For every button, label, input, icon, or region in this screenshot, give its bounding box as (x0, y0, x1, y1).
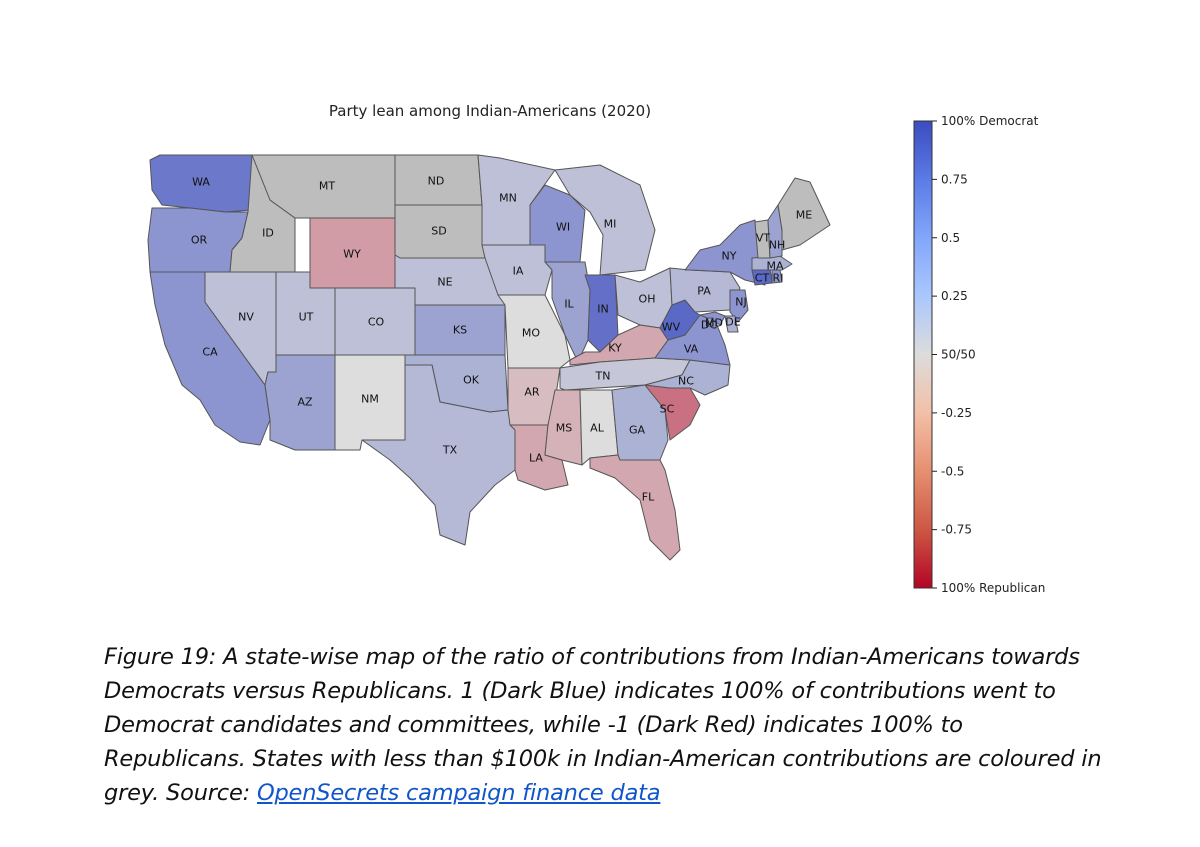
state-label-MN: MN (499, 192, 517, 205)
state-label-ME: ME (796, 209, 812, 222)
state-label-WY: WY (343, 248, 361, 261)
colorbar-tick-label: -0.75 (941, 523, 972, 537)
state-label-IL: IL (564, 298, 574, 311)
colorbar-tick-label: -0.5 (941, 464, 964, 478)
state-label-MO: MO (522, 327, 540, 340)
state-label-MS: MS (556, 422, 572, 435)
state-label-DE: DE (725, 316, 740, 329)
state-label-DC: DC (701, 319, 717, 332)
state-label-NM: NM (361, 393, 379, 406)
state-label-AR: AR (524, 386, 540, 399)
state-label-KS: KS (453, 324, 467, 337)
state-label-CO: CO (368, 316, 385, 329)
state-MO (497, 294, 571, 369)
state-label-ND: ND (428, 175, 445, 188)
state-label-CT: CT (755, 272, 770, 285)
state-label-NJ: NJ (735, 296, 746, 309)
state-label-SC: SC (660, 403, 675, 416)
colorbar-tick-label: 0.25 (941, 289, 968, 303)
state-DE (724, 315, 739, 333)
source-link[interactable]: OpenSecrets campaign finance data (256, 780, 661, 806)
state-label-FL: FL (642, 491, 655, 504)
state-label-NV: NV (238, 311, 254, 324)
us-state-map (147, 154, 831, 561)
state-label-NC: NC (678, 375, 694, 388)
state-label-KY: KY (608, 342, 622, 355)
colorbar-ticks: 100% Democrat 0.75 0.5 0.25 50/50 -0.25 -0.5 -0… (932, 114, 1045, 595)
state-label-IN: IN (597, 303, 608, 316)
figure-caption: Figure 19: A state-wise map of the ratio… (104, 640, 1104, 810)
colorbar-tick-label: -0.25 (941, 406, 972, 420)
state-label-IA: IA (513, 265, 524, 278)
state-label-MD: MD (705, 317, 723, 330)
state-NC (644, 359, 731, 396)
state-labels: WA OR CA ID MT WY NV UT CO AZ NM ND SD N… (191, 175, 812, 504)
state-label-NH: NH (769, 239, 786, 252)
colorbar-tick-label: 0.5 (941, 231, 960, 245)
state-label-MI: MI (604, 218, 617, 231)
state-label-OK: OK (463, 374, 480, 387)
state-TX (361, 364, 516, 546)
map-title: Party lean among Indian-Americans (2020) (329, 102, 651, 120)
state-label-SD: SD (431, 225, 446, 238)
choropleth-figure: Party lean among Indian-Americans (2020) (147, 102, 1045, 595)
state-label-OH: OH (639, 293, 656, 306)
colorbar-tick-label: 100% Republican (941, 581, 1045, 595)
state-label-MA: MA (766, 260, 783, 273)
colorbar-tick-label: 50/50 (941, 348, 976, 362)
state-label-AL: AL (590, 422, 605, 435)
state-DC (706, 317, 714, 327)
state-MI (554, 164, 656, 276)
state-label-GA: GA (629, 424, 646, 437)
state-ME (777, 177, 831, 251)
state-label-WA: WA (192, 176, 210, 189)
colorbar-gradient (913, 120, 933, 589)
state-label-MT: MT (319, 180, 335, 193)
state-label-VT: VT (756, 232, 771, 245)
colorbar-tick-label: 0.75 (941, 172, 968, 186)
colorbar-tick-label: 100% Democrat (941, 114, 1039, 128)
state-label-OR: OR (191, 234, 208, 247)
state-label-TX: TX (442, 444, 458, 457)
state-label-NE: NE (437, 276, 452, 289)
colorbar: 100% Democrat 0.75 0.5 0.25 50/50 -0.25 -0.5 -0… (913, 114, 1045, 595)
state-label-VA: VA (684, 343, 699, 356)
state-label-LA: LA (529, 452, 543, 465)
state-label-RI: RI (773, 272, 784, 285)
state-label-PA: PA (697, 285, 711, 298)
caption-text: Figure 19: A state-wise map of the ratio… (104, 644, 1102, 806)
state-NJ (729, 289, 749, 323)
state-label-CA: CA (202, 346, 218, 359)
state-label-AZ: AZ (297, 396, 313, 409)
state-FL (589, 454, 681, 561)
state-label-NY: NY (722, 250, 737, 263)
state-label-UT: UT (299, 311, 314, 324)
state-label-WV: WV (662, 321, 681, 334)
state-label-WI: WI (556, 221, 570, 234)
state-label-ID: ID (262, 227, 274, 240)
state-label-TN: TN (595, 370, 611, 383)
